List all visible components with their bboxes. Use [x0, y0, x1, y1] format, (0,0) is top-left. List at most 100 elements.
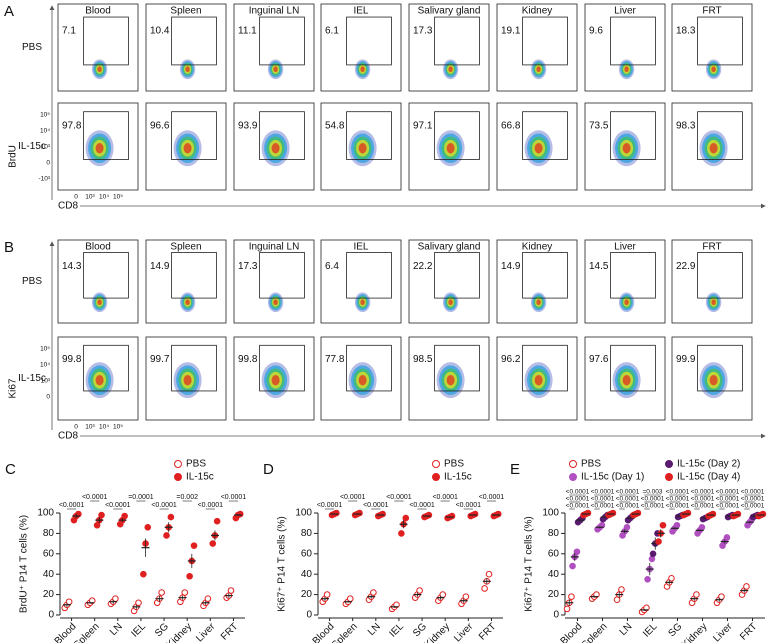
gate	[346, 344, 392, 392]
y-tick-label: 40	[548, 569, 560, 580]
gate-percentage: 97.1	[413, 120, 433, 131]
gate-percentage: 6.4	[325, 261, 339, 272]
row-label: IL-15c	[18, 373, 46, 384]
density-cloud	[448, 299, 453, 306]
column-title: Inguinal LN	[249, 6, 300, 17]
p-value: <0.0001	[741, 489, 765, 496]
gate-percentage: 98.5	[413, 354, 433, 365]
panel-label: E	[510, 461, 520, 478]
row-label: IL-15c	[18, 141, 46, 152]
x-tick-label: Spleen	[72, 621, 102, 643]
gate-percentage: 7.1	[62, 26, 76, 37]
y-tick-label: 10⁵	[40, 112, 50, 119]
gate-percentage: 99.7	[150, 354, 170, 365]
legend-label: IL-15c (Day 2)	[677, 459, 740, 470]
data-point	[370, 589, 377, 596]
gate	[434, 111, 480, 160]
p-value: <0.0001	[566, 489, 590, 496]
x-tick-label: IEL	[130, 621, 149, 640]
y-tick-label: 10⁴	[40, 128, 50, 135]
gate-percentage: 98.3	[676, 120, 696, 131]
gate-percentage: 17.3	[238, 261, 258, 272]
p-value: =0.003	[642, 489, 662, 496]
density-cloud	[271, 374, 280, 386]
data-point	[673, 521, 681, 529]
data-point	[144, 523, 152, 531]
density-cloud	[97, 299, 102, 306]
gate-percentage: 54.8	[325, 120, 345, 131]
x-tick-label: Liver	[711, 621, 735, 643]
gate	[171, 16, 217, 66]
data-point	[481, 585, 488, 592]
legend-marker	[432, 473, 440, 481]
x-tick-label: Kidney	[423, 621, 452, 643]
gate-percentage: 11.1	[238, 26, 257, 37]
y-tick-label: 10⁴	[40, 362, 50, 369]
column-title: IEL	[353, 6, 368, 17]
x-tick-label: Blood	[559, 621, 585, 643]
p-value: <0.0001	[479, 494, 505, 501]
x-tick-label: FRT	[477, 621, 498, 642]
panel-label: D	[263, 461, 274, 478]
data-point	[181, 589, 189, 596]
p-value: <0.0001	[616, 503, 640, 510]
p-value: <0.0001	[741, 503, 765, 510]
gate-percentage: 96.2	[501, 354, 521, 365]
density-cloud	[358, 374, 367, 386]
p-value: <0.0001	[59, 502, 85, 509]
x-tick-label: SG	[411, 621, 429, 639]
p-value: <0.0001	[591, 496, 615, 503]
p-value: <0.0001	[317, 502, 343, 509]
data-point	[462, 593, 470, 600]
column-title: Salivary gland	[418, 6, 481, 17]
density-cloud	[536, 66, 541, 73]
x-tick-label: IEL	[388, 621, 407, 640]
y-tick-label: 40	[43, 569, 55, 580]
data-point	[163, 532, 170, 539]
p-value: <0.0001	[198, 502, 224, 509]
data-point	[379, 510, 386, 518]
p-value: <0.0001	[82, 494, 108, 501]
gate-percentage: 17.3	[413, 26, 433, 37]
data-point	[684, 509, 692, 517]
gate-percentage: 96.6	[150, 120, 170, 131]
gate	[434, 252, 480, 299]
density-cloud	[624, 299, 629, 306]
row-label: PBS	[22, 42, 42, 53]
column-title: Blood	[85, 242, 111, 253]
data-point	[398, 530, 405, 537]
legend-label: IL-15c	[444, 472, 472, 483]
p-value: <0.0001	[221, 494, 247, 501]
y-tick-label: 10³	[41, 378, 51, 385]
density-cloud	[183, 374, 192, 386]
x-tick-label: FRT	[219, 621, 240, 642]
y-tick-label: 0	[46, 394, 50, 401]
p-value: <0.0001	[741, 496, 765, 503]
legend-label: PBS	[186, 459, 206, 470]
gate-percentage: 19.1	[501, 26, 521, 37]
gate	[83, 111, 129, 160]
gate	[346, 16, 392, 66]
gate	[610, 252, 656, 299]
column-title: FRT	[702, 242, 721, 253]
data-point	[98, 511, 105, 519]
data-point	[573, 548, 581, 556]
y-tick-label: 100	[542, 508, 559, 519]
x-tick-label: LN	[618, 621, 635, 638]
gate-percentage: 14.5	[589, 261, 609, 272]
data-point	[485, 570, 493, 578]
p-value: <0.0001	[616, 489, 640, 496]
data-point	[655, 538, 662, 545]
data-point	[356, 509, 363, 517]
legend-marker	[665, 473, 673, 481]
y-tick-label: -10³	[38, 176, 50, 183]
gate	[697, 252, 743, 299]
x-tick-label: 0	[74, 194, 78, 201]
p-value: <0.0001	[456, 502, 482, 509]
density-cloud	[536, 299, 541, 306]
gate	[259, 16, 305, 66]
y-tick-label: 0	[48, 610, 54, 621]
data-point	[734, 510, 742, 518]
data-point	[609, 509, 617, 517]
